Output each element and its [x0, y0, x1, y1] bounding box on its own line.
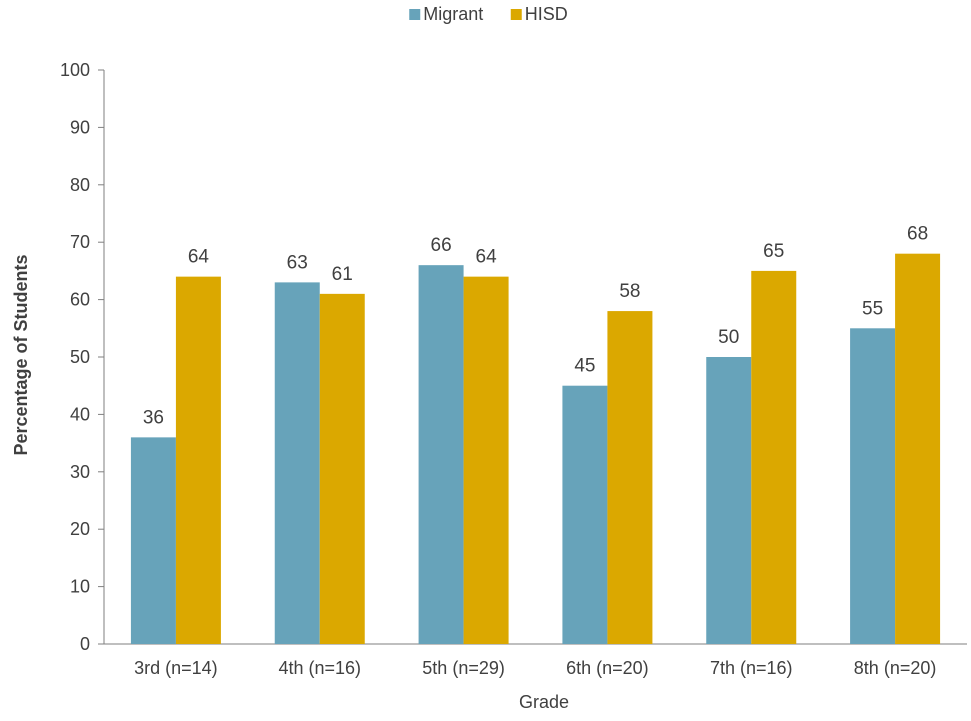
bar-hisd	[463, 276, 509, 644]
x-tick-label: 3rd (n=14)	[134, 658, 218, 678]
y-tick-label: 60	[70, 290, 90, 310]
x-axis-title: Grade	[519, 692, 569, 712]
legend-swatch	[409, 9, 421, 20]
y-tick-label: 90	[70, 117, 90, 137]
y-tick-label: 10	[70, 577, 90, 597]
y-tick-label: 70	[70, 232, 90, 252]
x-tick-label: 7th (n=16)	[710, 658, 793, 678]
bar-hisd	[175, 276, 221, 644]
data-label: 66	[431, 235, 452, 256]
data-label: 45	[574, 356, 595, 377]
x-tick-label: 8th (n=20)	[854, 658, 937, 678]
bars	[130, 253, 941, 644]
bar-hisd	[751, 270, 797, 644]
bar-migrant	[562, 385, 608, 644]
bar-migrant	[850, 328, 896, 644]
data-label: 58	[619, 281, 640, 302]
data-label: 64	[476, 247, 498, 268]
y-tick-label: 20	[70, 519, 90, 539]
bar-migrant	[418, 265, 464, 644]
bar-hisd	[895, 253, 941, 644]
x-tick-label: 6th (n=20)	[566, 658, 649, 678]
x-axis: 3rd (n=14) 4th (n=16) 5th (n=29) 6th (n=20)…	[104, 643, 967, 678]
legend-swatch	[510, 9, 522, 20]
bar-migrant	[706, 357, 752, 644]
data-label: 63	[287, 252, 308, 273]
legend-label: Migrant	[423, 4, 483, 24]
data-label: 36	[143, 407, 164, 428]
x-tick-label: 4th (n=16)	[278, 658, 361, 678]
bar-hisd	[319, 293, 365, 644]
y-tick-label: 80	[70, 175, 90, 195]
y-tick-label: 0	[80, 634, 90, 654]
legend: Migrant HISD	[409, 4, 568, 24]
x-tick-label: 5th (n=29)	[422, 658, 505, 678]
legend-label: HISD	[525, 4, 568, 24]
data-label: 55	[862, 298, 883, 319]
data-label: 61	[332, 264, 353, 285]
y-tick-label: 100	[60, 60, 90, 80]
y-tick-label: 50	[70, 347, 90, 367]
data-label: 50	[718, 327, 739, 348]
data-label: 65	[763, 241, 784, 262]
bar-migrant	[274, 282, 320, 644]
bar-migrant	[130, 437, 176, 644]
data-label: 64	[188, 247, 210, 268]
data-labels: 36 64 63 61 66 64 45 58 50 65 55 68	[143, 224, 928, 429]
bar-hisd	[607, 311, 653, 644]
y-tick-label: 30	[70, 462, 90, 482]
y-axis-title: Percentage of Students	[11, 254, 31, 455]
data-label: 68	[907, 224, 928, 245]
y-tick-label: 40	[70, 404, 90, 424]
y-axis: 0 10 20 30 40 50 60 70 80 90 100	[60, 60, 105, 654]
